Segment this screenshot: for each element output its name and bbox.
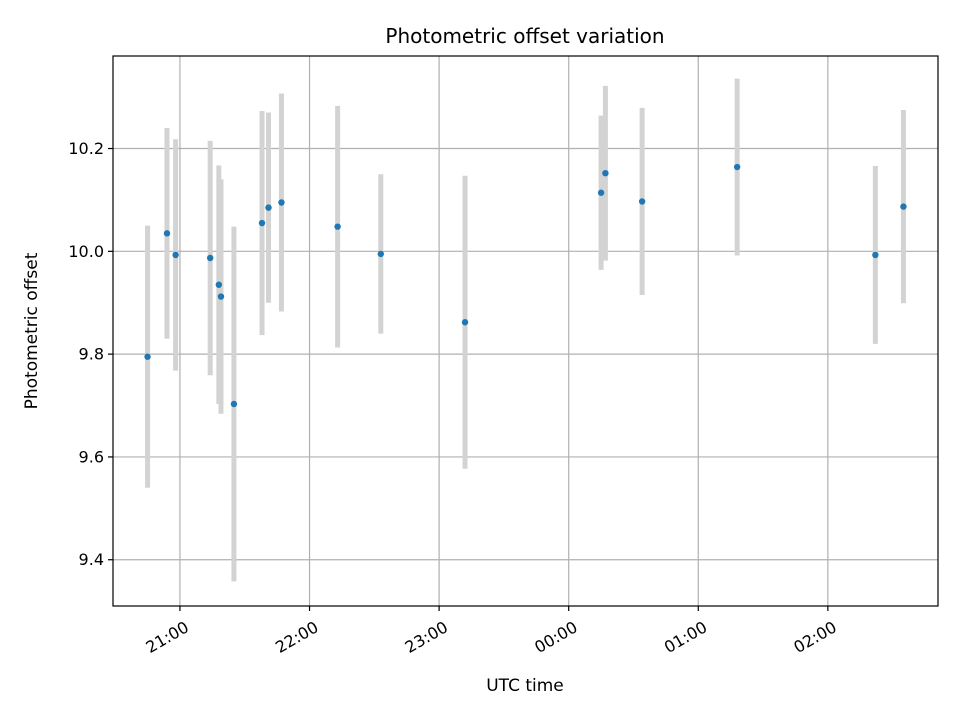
y-tick-label: 9.6 (79, 447, 104, 466)
y-axis-ticks: 9.4 9.6 9.8 10.0 10.2 (68, 139, 113, 569)
point-layer (144, 163, 907, 408)
data-point (206, 254, 214, 262)
y-tick-label: 9.8 (79, 345, 104, 364)
data-point (597, 189, 605, 196)
data-point (258, 219, 266, 227)
data-point (265, 204, 272, 211)
data-point (900, 203, 907, 210)
y-tick-label: 9.4 (79, 550, 104, 569)
data-point (172, 251, 179, 259)
data-point (377, 250, 385, 258)
grid-layer (113, 56, 938, 606)
y-axis-label: Photometric offset (22, 252, 42, 409)
plot-frame (112, 55, 939, 607)
y-tick-label: 10.2 (68, 139, 104, 158)
chart-title: Photometric offset variation (385, 24, 664, 48)
data-point (602, 169, 609, 177)
data-point (163, 230, 171, 237)
data-point (230, 400, 238, 408)
data-point (215, 281, 223, 288)
y-tick-label: 10.0 (68, 242, 104, 261)
data-point (217, 293, 225, 300)
data-point (872, 251, 879, 259)
data-point (278, 199, 285, 206)
x-axis-label: UTC time (486, 676, 564, 696)
data-point (461, 319, 469, 326)
data-point (638, 198, 646, 205)
data-point (144, 353, 151, 360)
data-point (334, 223, 341, 230)
data-point (733, 163, 741, 171)
